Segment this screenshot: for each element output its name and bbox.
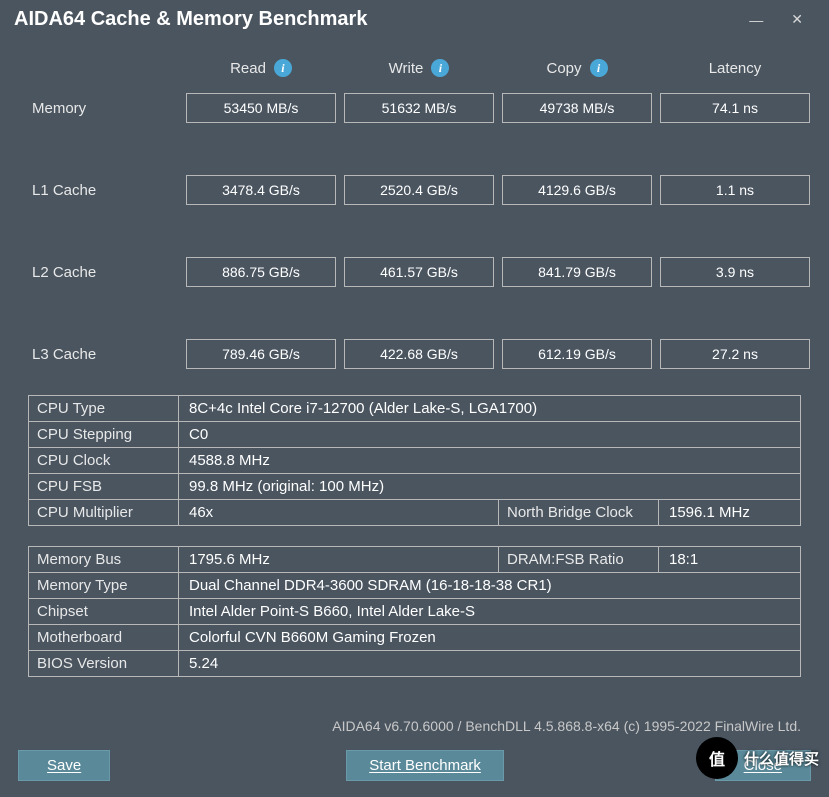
row-label: Memory [28,93,178,123]
l3-write: 422.68 GB/s [344,339,494,369]
info-row: CPU Clock4588.8 MHz [29,448,800,474]
info-icon[interactable]: i [431,59,449,77]
info-row: ChipsetIntel Alder Point-S B660, Intel A… [29,599,800,625]
info-icon[interactable]: i [590,59,608,77]
info-row: CPU Multiplier 46x North Bridge Clock 15… [29,500,800,525]
l1-latency: 1.1 ns [660,175,810,205]
info-row: BIOS Version5.24 [29,651,800,676]
window-controls: — ✕ [749,11,815,28]
l2-latency: 3.9 ns [660,257,810,287]
memory-copy: 49738 MB/s [502,93,652,123]
l3-latency: 27.2 ns [660,339,810,369]
info-row: Memory TypeDual Channel DDR4-3600 SDRAM … [29,573,800,599]
watermark: 值 什么值得买 [696,737,819,779]
info-row: CPU Type8C+4c Intel Core i7-12700 (Alder… [29,396,800,422]
save-button[interactable]: Save [18,750,110,781]
l2-read: 886.75 GB/s [186,257,336,287]
info-row: CPU SteppingC0 [29,422,800,448]
l1-write: 2520.4 GB/s [344,175,494,205]
content-area: Readi Writei Copyi Latency Memory 53450 … [0,41,829,706]
info-row: MotherboardColorful CVN B660M Gaming Fro… [29,625,800,651]
info-row: Memory Bus 1795.6 MHz DRAM:FSB Ratio 18:… [29,547,800,573]
l2-copy: 841.79 GB/s [502,257,652,287]
row-label: L2 Cache [28,257,178,287]
close-icon[interactable]: ✕ [791,11,803,28]
l3-copy: 612.19 GB/s [502,339,652,369]
memory-read: 53450 MB/s [186,93,336,123]
header-read: Readi [186,59,336,83]
row-label: L1 Cache [28,175,178,205]
header-copy: Copyi [502,59,652,83]
memory-latency: 74.1 ns [660,93,810,123]
l3-read: 789.46 GB/s [186,339,336,369]
mem-info-section: Memory Bus 1795.6 MHz DRAM:FSB Ratio 18:… [28,546,801,677]
header-latency: Latency [660,59,810,83]
watermark-text: 什么值得买 [744,748,819,769]
l2-write: 461.57 GB/s [344,257,494,287]
titlebar: AIDA64 Cache & Memory Benchmark — ✕ [0,0,829,41]
memory-write: 51632 MB/s [344,93,494,123]
info-icon[interactable]: i [274,59,292,77]
watermark-icon: 值 [696,737,738,779]
window-title: AIDA64 Cache & Memory Benchmark [14,8,749,31]
info-row: CPU FSB99.8 MHz (original: 100 MHz) [29,474,800,500]
minimize-icon[interactable]: — [749,12,763,28]
cpu-info-section: CPU Type8C+4c Intel Core i7-12700 (Alder… [28,395,801,526]
row-label: L3 Cache [28,339,178,369]
header-write: Writei [344,59,494,83]
start-benchmark-button[interactable]: Start Benchmark [346,750,504,781]
l1-read: 3478.4 GB/s [186,175,336,205]
l1-copy: 4129.6 GB/s [502,175,652,205]
benchmark-grid: Readi Writei Copyi Latency Memory 53450 … [28,59,801,369]
benchmark-window: AIDA64 Cache & Memory Benchmark — ✕ Read… [0,0,829,797]
